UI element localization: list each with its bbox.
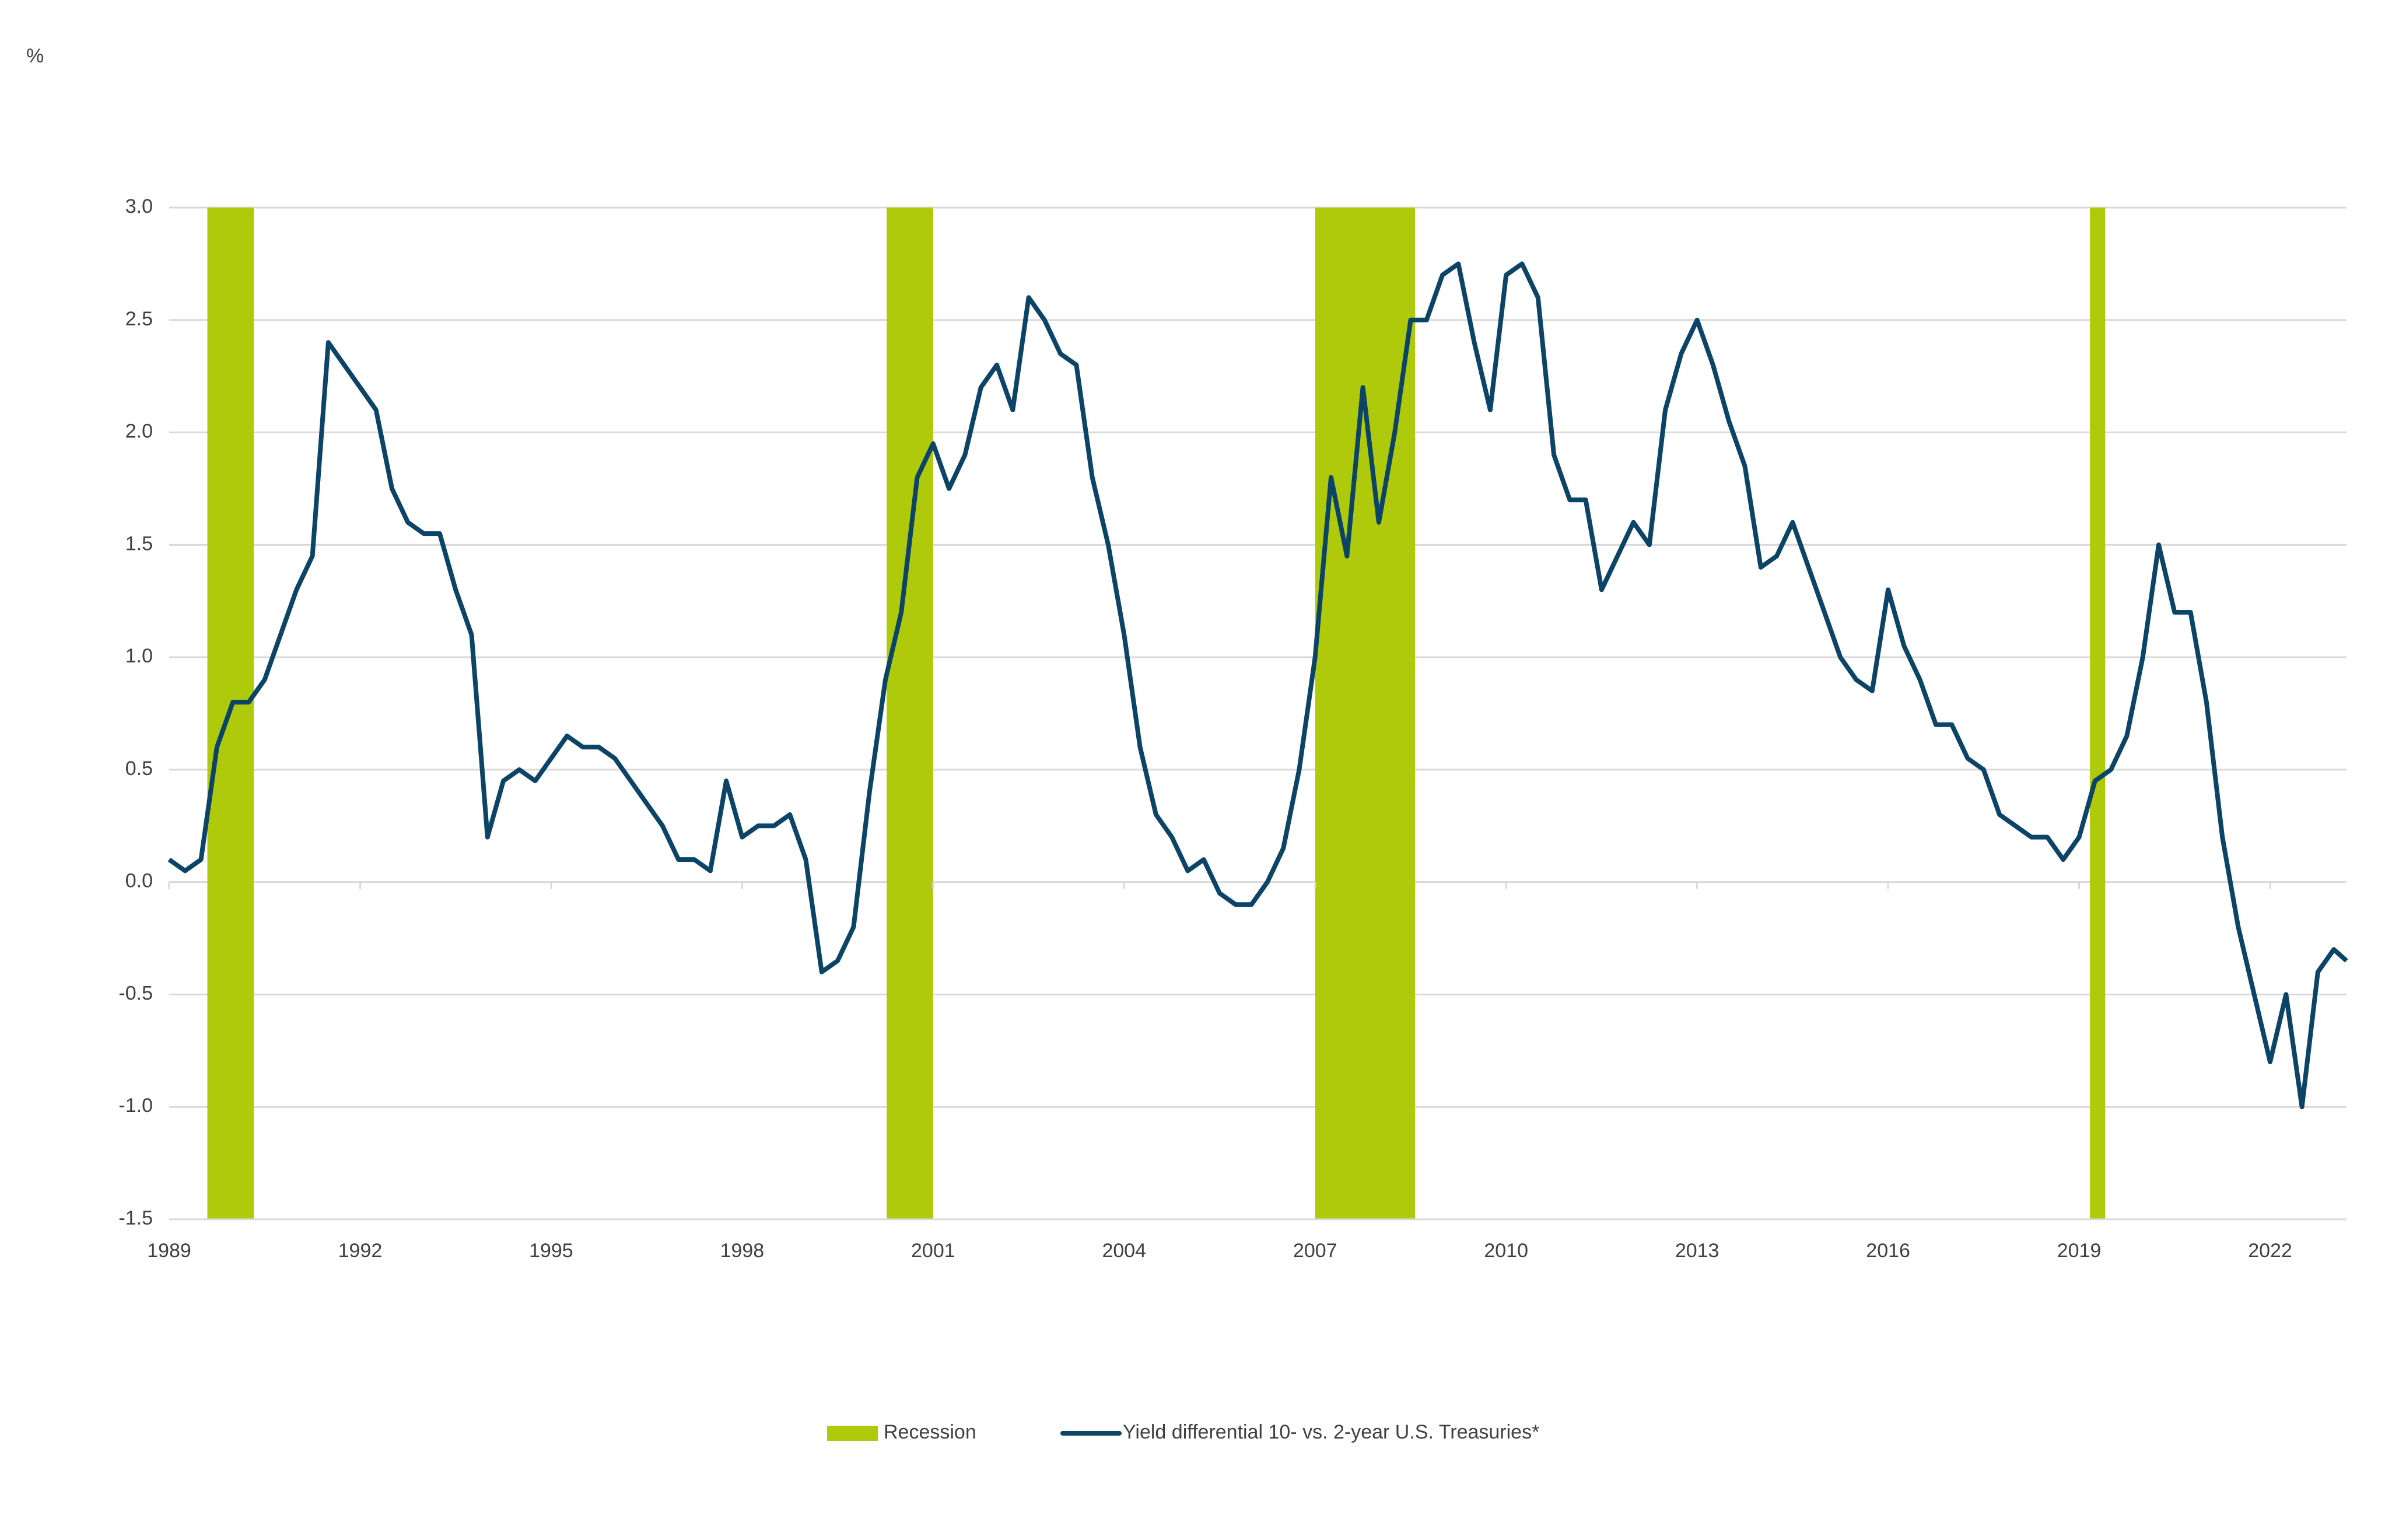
- recession-band: [1315, 208, 1416, 1219]
- y-tick-label: -0.5: [118, 982, 153, 1004]
- legend-label: Yield differential 10- vs. 2-year U.S. T…: [1123, 1421, 1539, 1443]
- y-tick-label: 1.0: [125, 645, 153, 667]
- y-tick-label: 1.5: [125, 532, 153, 555]
- x-tick-label: 2010: [1484, 1240, 1528, 1262]
- x-tick-label: 2007: [1293, 1240, 1337, 1262]
- y-tick-label: -1.5: [118, 1207, 153, 1229]
- y-tick-label: 3.0: [125, 195, 153, 218]
- recession-band: [887, 208, 933, 1219]
- x-tick-label: 2022: [2248, 1240, 2292, 1262]
- x-tick-label: 1992: [338, 1240, 383, 1262]
- recession-band: [2090, 208, 2106, 1219]
- legend-swatch: [827, 1426, 878, 1441]
- x-tick-label: 1998: [720, 1240, 765, 1262]
- x-tick-label: 1989: [147, 1240, 191, 1262]
- x-tick-label: 2016: [1866, 1240, 1910, 1262]
- data-line: [167, 261, 2348, 1110]
- x-tick-label: 2019: [2057, 1240, 2102, 1262]
- x-tick-label: 1995: [529, 1240, 573, 1262]
- y-tick-label: 2.5: [125, 308, 153, 330]
- x-tick-label: 2013: [1675, 1240, 1719, 1262]
- legend-label: Recession: [884, 1421, 976, 1443]
- y-tick-label: -1.0: [118, 1095, 153, 1117]
- x-tick-label: 2004: [1102, 1240, 1146, 1262]
- x-tick-label: 2001: [911, 1240, 955, 1262]
- y-tick-label: 0.5: [125, 757, 153, 780]
- y-tick-label: 2.0: [125, 420, 153, 443]
- y-unit-label: %: [26, 45, 44, 67]
- y-tick-label: 0.0: [125, 870, 153, 892]
